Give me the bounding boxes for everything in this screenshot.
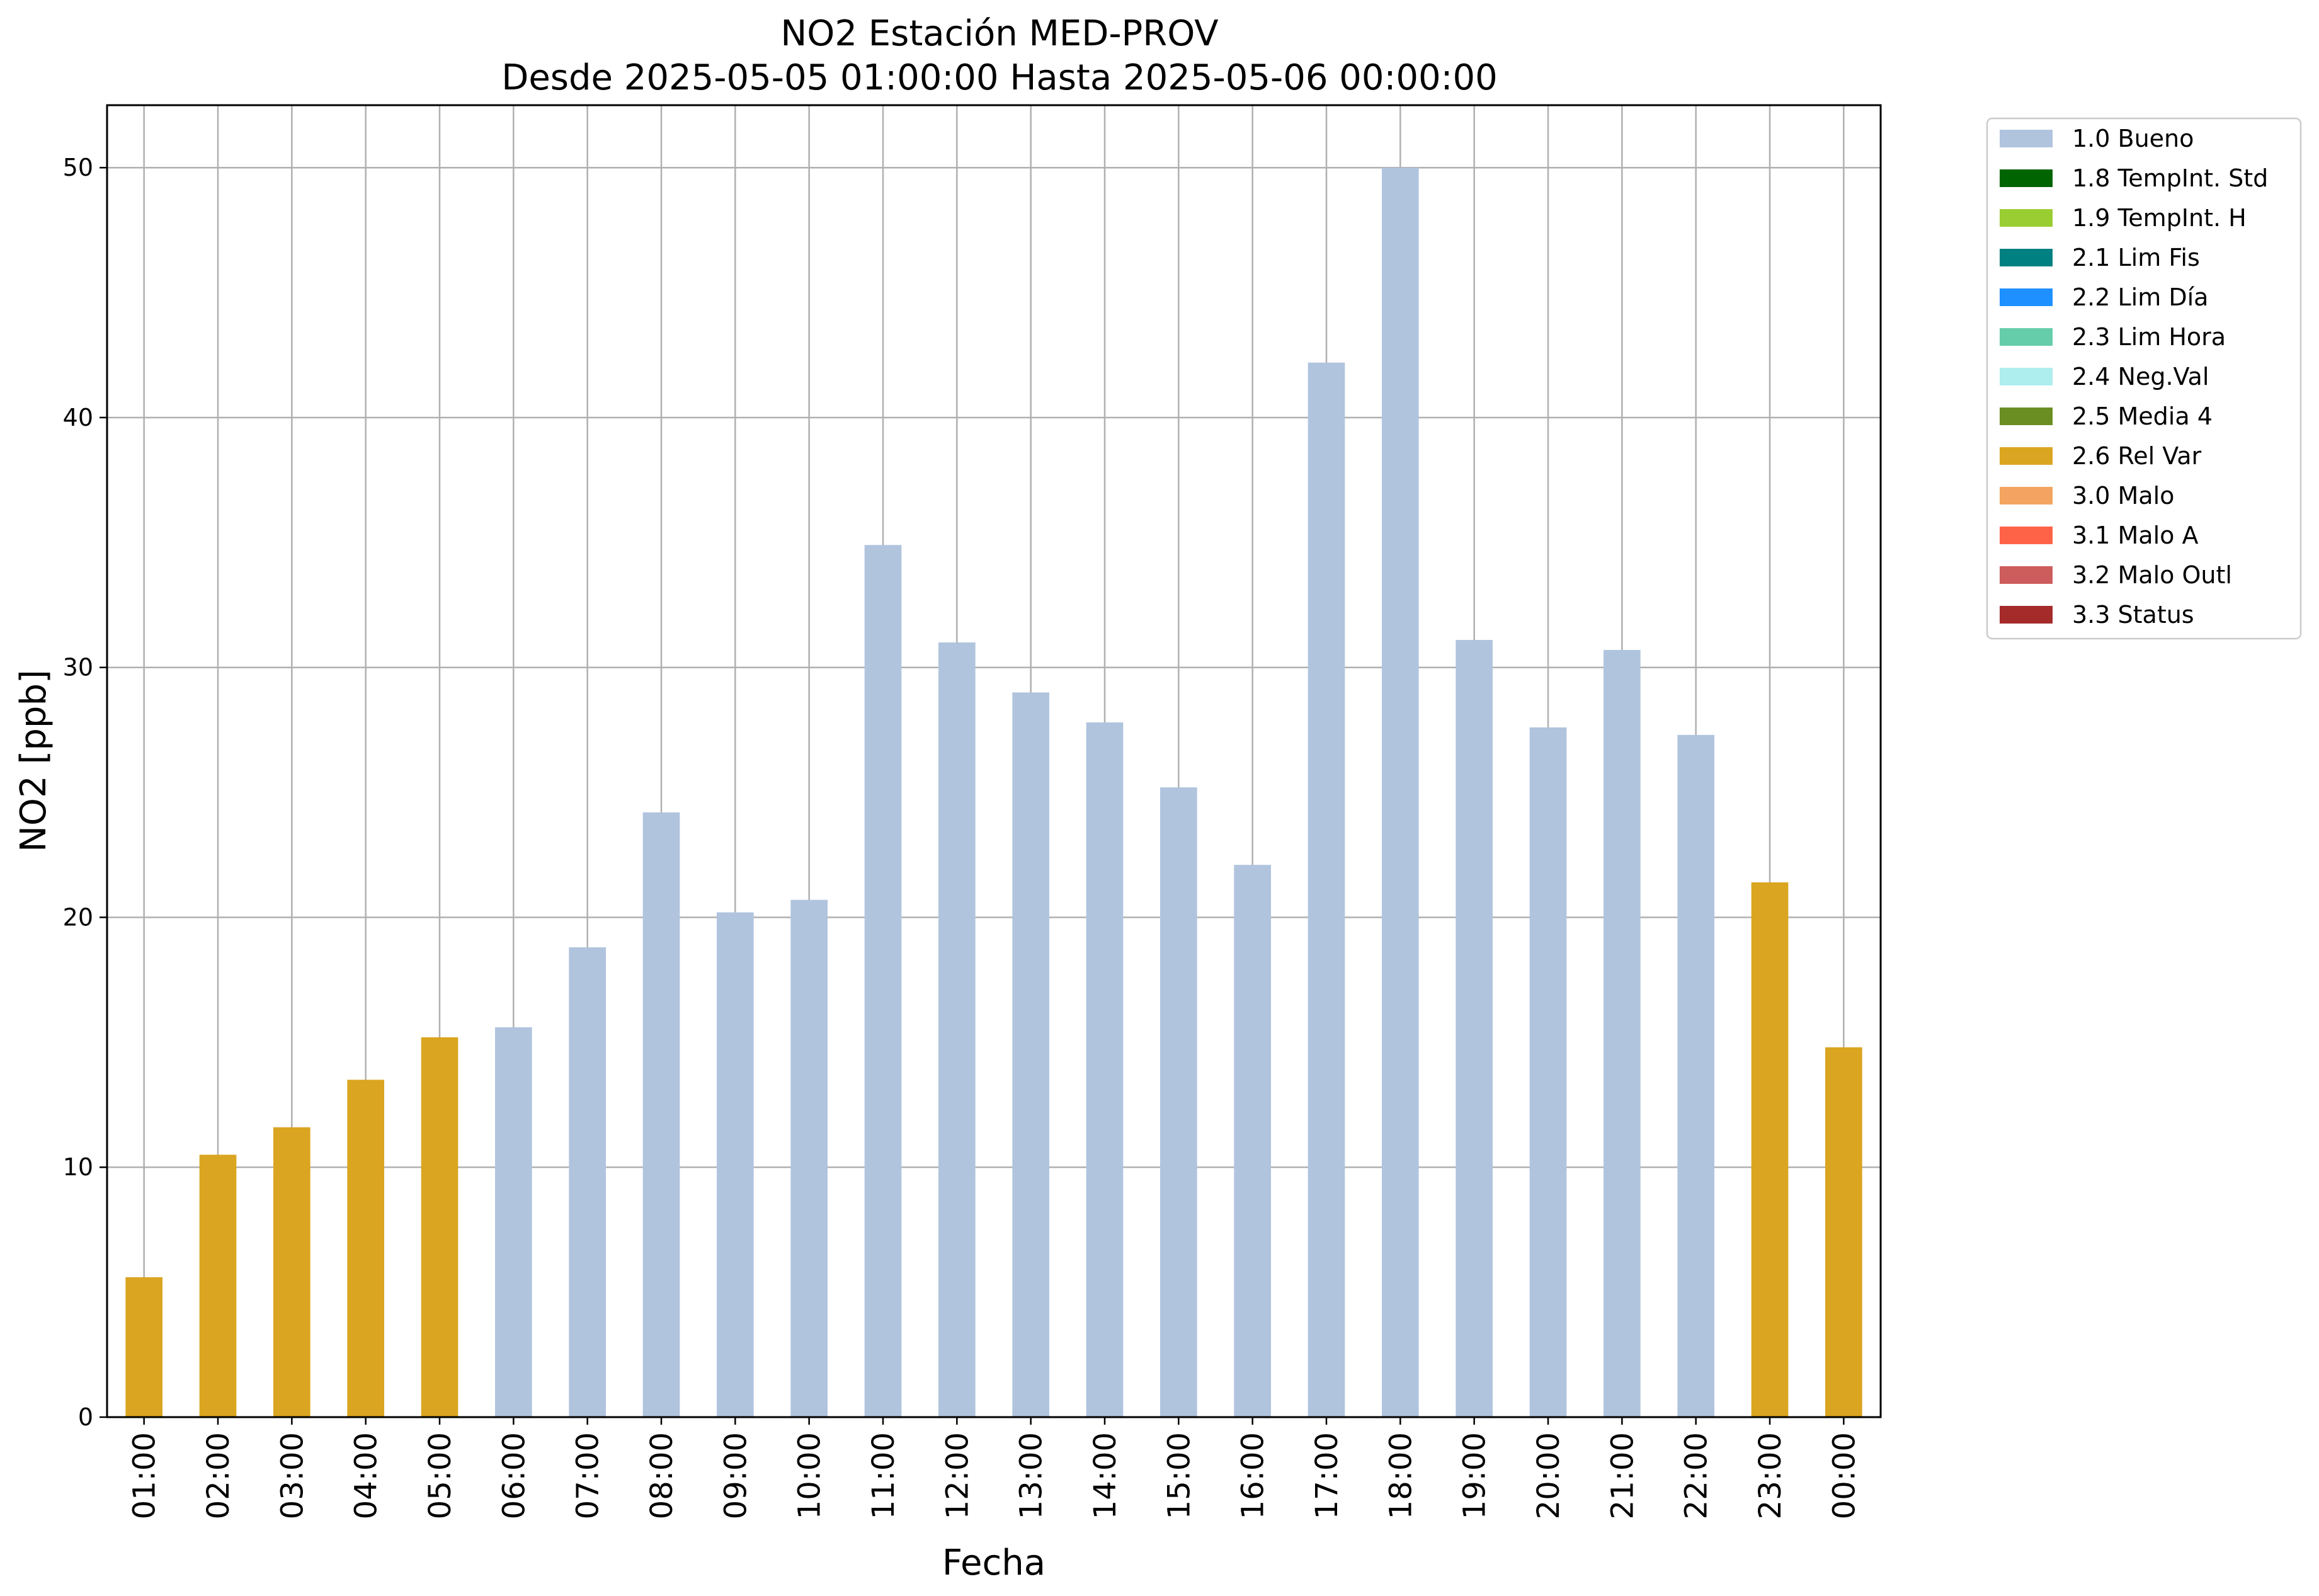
bar-1200 — [938, 642, 976, 1417]
bar-0600 — [495, 1027, 532, 1417]
y-axis-label: NO2 [ppb] — [13, 670, 54, 852]
x-tick-label: 02:00 — [201, 1432, 236, 1519]
legend-swatch — [2000, 288, 2053, 306]
bar-1100 — [864, 545, 902, 1417]
legend-entry: 3.0 Malo — [2072, 482, 2174, 510]
x-tick-label: 14:00 — [1088, 1432, 1123, 1519]
legend-swatch — [2000, 130, 2053, 147]
legend-entry: 2.3 Lim Hora — [2072, 323, 2226, 351]
legend-swatch — [2000, 606, 2053, 624]
y-tick-label: 0 — [78, 1403, 93, 1431]
legend-entry: 2.2 Lim Día — [2072, 283, 2208, 311]
legend-swatch — [2000, 566, 2053, 584]
bars — [125, 168, 1862, 1418]
bar-1000 — [790, 899, 828, 1417]
x-tick-label: 04:00 — [349, 1432, 384, 1519]
x-axis-ticks: 01:00 02:00 03:00 04:00 05:00 06:00 07:00 08:00… — [127, 1417, 1862, 1519]
y-tick-label: 30 — [63, 654, 93, 681]
legend-entry: 1.9 TempInt. H — [2072, 204, 2247, 232]
y-tick-label: 10 — [63, 1153, 93, 1181]
bar-0500 — [421, 1037, 459, 1417]
x-tick-label: 21:00 — [1605, 1432, 1640, 1519]
legend-entry: 3.3 Status — [2072, 601, 2194, 629]
chart-subtitle: Desde 2025-05-05 01:00:00 Hasta 2025-05-… — [501, 57, 1498, 98]
x-tick-label: 03:00 — [275, 1432, 310, 1519]
x-tick-label: 09:00 — [718, 1432, 753, 1519]
x-tick-label: 00:00 — [1826, 1432, 1862, 1519]
legend-entry: 2.5 Media 4 — [2072, 402, 2213, 430]
legend-frame — [1986, 117, 2302, 640]
bar-0200 — [199, 1154, 237, 1417]
bar-0700 — [569, 947, 606, 1417]
y-tick-label: 50 — [63, 154, 93, 181]
bar-0800 — [642, 812, 680, 1417]
legend-entry: 2.4 Neg.Val — [2072, 363, 2209, 390]
legend-swatch — [2000, 209, 2053, 227]
x-axis-label: Fecha — [942, 1542, 1046, 1583]
x-tick-label: 08:00 — [644, 1432, 680, 1519]
legend-swatch — [2000, 328, 2053, 346]
bar-1700 — [1308, 362, 1345, 1417]
x-tick-label: 23:00 — [1753, 1432, 1788, 1519]
x-tick-label: 19:00 — [1457, 1432, 1493, 1519]
bar-2000 — [1529, 727, 1567, 1417]
bar-0400 — [347, 1080, 384, 1417]
bar-1400 — [1086, 722, 1124, 1417]
bar-2100 — [1604, 649, 1641, 1417]
x-tick-label: 07:00 — [571, 1432, 606, 1519]
legend-swatch — [2000, 368, 2053, 385]
x-tick-label: 20:00 — [1531, 1432, 1566, 1519]
x-tick-label: 22:00 — [1679, 1432, 1714, 1519]
legend-swatch — [2000, 408, 2053, 425]
bar-1900 — [1456, 640, 1493, 1417]
legend-entry: 2.1 Lim Fis — [2072, 244, 2200, 271]
x-tick-label: 06:00 — [496, 1432, 532, 1519]
legend-swatch — [2000, 447, 2053, 465]
x-tick-label: 10:00 — [792, 1432, 828, 1519]
x-tick-label: 17:00 — [1309, 1432, 1345, 1519]
y-axis-ticks: 0 10 20 30 40 50 — [63, 154, 107, 1431]
bar-1600 — [1234, 865, 1271, 1417]
bar-0900 — [717, 912, 754, 1417]
x-tick-label: 11:00 — [866, 1432, 901, 1519]
legend-entry: 3.2 Malo Outl — [2072, 561, 2232, 589]
bar-1500 — [1160, 787, 1197, 1417]
y-tick-label: 40 — [63, 404, 93, 431]
legend-swatch — [2000, 169, 2053, 187]
bar-1800 — [1382, 168, 1419, 1418]
legend-entry: 3.1 Malo A — [2072, 522, 2198, 549]
bar-2300 — [1751, 882, 1789, 1417]
x-tick-label: 01:00 — [127, 1432, 162, 1519]
bar-1300 — [1012, 692, 1049, 1417]
bar-2200 — [1677, 734, 1714, 1417]
legend-swatch — [2000, 249, 2053, 266]
x-tick-label: 05:00 — [423, 1432, 458, 1519]
x-tick-label: 12:00 — [940, 1432, 975, 1519]
bar-0300 — [273, 1127, 311, 1417]
legend-swatch — [2000, 527, 2053, 544]
y-tick-label: 20 — [63, 903, 93, 931]
chart-title: NO2 Estación MED-PROV — [780, 13, 1218, 54]
legend-swatch — [2000, 487, 2053, 504]
legend-entry: 2.6 Rel Var — [2072, 442, 2202, 470]
legend: 1.0 Bueno 1.8 TempInt. Std 1.9 TempInt. H 2… — [1986, 117, 2302, 640]
legend-entry: 1.0 Bueno — [2072, 125, 2194, 152]
x-tick-label: 18:00 — [1383, 1432, 1418, 1519]
x-tick-label: 13:00 — [1014, 1432, 1049, 1519]
legend-entry: 1.8 TempInt. Std — [2072, 164, 2268, 192]
bar-0000 — [1825, 1047, 1862, 1417]
bar-0100 — [125, 1277, 162, 1417]
x-tick-label: 16:00 — [1236, 1432, 1271, 1519]
x-tick-label: 15:00 — [1161, 1432, 1197, 1519]
plot-frame — [106, 104, 1882, 1418]
